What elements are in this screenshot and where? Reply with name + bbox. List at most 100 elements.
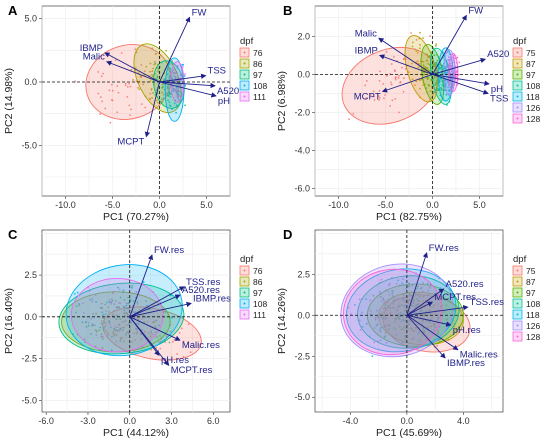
data-point [433,322,436,325]
data-point [421,290,424,293]
data-point [176,353,178,355]
data-point [392,295,394,297]
data-point [122,326,124,329]
loading-label: MCPT.res [434,292,476,303]
loading-label: TSS [208,66,226,77]
data-point [388,306,391,309]
y-axis-label: PC2 (6.98%) [276,71,288,131]
data-point [412,302,415,305]
y-tick-label: -5.0 [294,392,310,402]
data-point [365,80,368,82]
data-point [388,282,391,285]
legend-item-118: 118 [512,309,540,320]
data-point [394,78,397,81]
y-tick-label: -2.5 [21,354,37,364]
data-point [124,319,127,322]
data-point [124,82,127,85]
data-point [407,328,410,330]
loading-label: IBMP.res [193,293,231,304]
data-point [127,302,130,305]
data-point [113,303,116,305]
loading-label: Malic.res [182,340,220,351]
legend-label: 86 [253,59,263,69]
loading-arrow-ph: pH [432,73,503,95]
data-point [424,312,427,315]
data-point [168,92,171,95]
data-point [379,326,382,329]
legend-item-126: 126 [512,320,540,331]
data-point [396,316,399,319]
data-point [437,88,440,90]
data-point [127,296,130,299]
data-point [92,312,94,315]
data-point [417,285,419,288]
data-point [182,63,185,66]
data-point [128,333,130,336]
data-point [372,90,375,93]
data-point [168,76,171,78]
data-point [393,69,396,72]
data-point [159,347,162,350]
data-point [423,331,426,334]
data-point [427,62,430,65]
legend-label: 97 [253,288,263,298]
data-point [144,106,147,109]
loading-arrow-malic-res: Malic.res [406,314,498,361]
data-point [433,324,436,327]
data-point [137,323,140,325]
loading-arrow-tss-res: TSS.res [406,297,504,316]
data-point [397,304,399,307]
data-point [95,334,98,336]
data-point [374,316,377,319]
data-point [382,307,385,310]
data-point [377,95,380,97]
data-point [113,334,116,337]
x-tick-label: -6.0 [38,416,54,426]
data-point [417,66,420,69]
data-point [136,301,139,303]
x-axis-label: PC1 (45.69%) [376,427,442,439]
loading-label: IBMP [80,43,103,54]
data-point [149,98,152,101]
legend-label: 126 [526,103,540,113]
data-point [400,320,402,323]
data-point [433,329,436,332]
data-point [408,298,411,301]
data-point [177,89,180,92]
data-point [75,305,78,308]
data-point [166,86,169,89]
data-point [108,299,111,301]
data-point [156,99,158,102]
data-point [437,319,439,322]
data-point [87,324,90,327]
data-point [189,351,192,354]
data-point [109,323,111,325]
data-point [392,290,394,292]
data-point [126,313,129,316]
legend-item-97: 97 [239,69,263,80]
data-point [143,321,146,324]
data-point [374,318,377,321]
loading-label: pH.res [453,325,481,336]
data-point [435,82,438,84]
data-point [182,340,185,343]
y-tick-label: 2.5 [24,270,37,280]
data-point [395,334,398,336]
data-point [131,284,134,287]
data-point [165,49,167,52]
data-point [174,79,177,82]
data-point [348,118,351,120]
y-tick-label: -5.0 [21,395,37,405]
loading-label: Malic.res [460,350,498,361]
data-point [115,340,118,343]
data-point [131,286,133,289]
data-point [162,93,165,96]
data-point [100,75,103,78]
plot-area [41,229,231,413]
x-tick-label: 0.0 [153,200,166,210]
data-point [114,59,117,62]
data-point [423,73,425,76]
data-point [414,292,417,295]
data-point [133,332,136,335]
data-point [364,84,366,87]
